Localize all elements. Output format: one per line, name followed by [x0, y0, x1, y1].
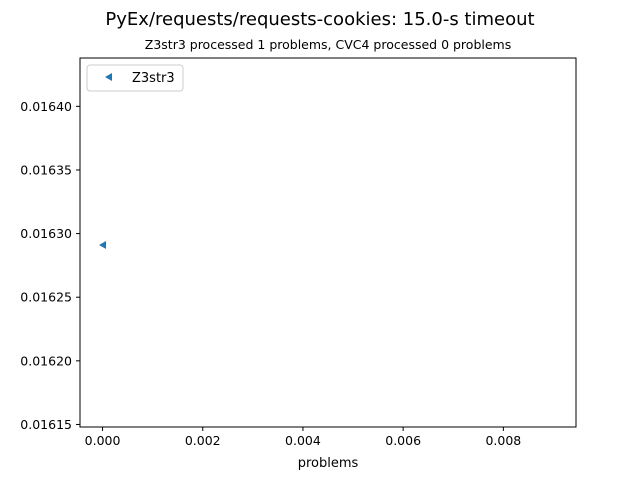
- data-point: [99, 241, 107, 250]
- x-tick-label: 0.000: [85, 433, 121, 448]
- y-tick-label: 0.01635: [20, 162, 72, 177]
- x-axis-label: problems: [298, 456, 359, 471]
- x-tick-label: 0.008: [485, 433, 521, 448]
- y-tick-label: 0.01625: [20, 290, 72, 305]
- y-tick-label: 0.01640: [20, 99, 72, 114]
- x-tick-label: 0.002: [185, 433, 221, 448]
- series-z3str3: [99, 241, 107, 250]
- x-tick-label: 0.004: [285, 433, 321, 448]
- y-tick-label: 0.01620: [20, 353, 72, 368]
- y-tick-label: 0.01615: [20, 417, 72, 432]
- legend-label-z3str3: Z3str3: [132, 71, 175, 86]
- legend-box: [86, 64, 184, 92]
- y-tick-label: 0.01630: [20, 226, 72, 241]
- x-tick-label: 0.006: [385, 433, 421, 448]
- x-axis: 0.000 0.002 0.004 0.006 0.008: [85, 427, 521, 448]
- chart-subtitle: Z3str3 processed 1 problems, CVC4 proces…: [145, 37, 511, 52]
- legend: Z3str3: [86, 64, 184, 92]
- legend-marker-triangle-left-icon: [105, 73, 112, 81]
- chart-title: PyEx/requests/requests-cookies: 15.0-s t…: [105, 9, 534, 30]
- plot-area: [79, 57, 577, 428]
- y-axis: 0.01615 0.01620 0.01625 0.01630 0.01635 0.016…: [20, 99, 80, 432]
